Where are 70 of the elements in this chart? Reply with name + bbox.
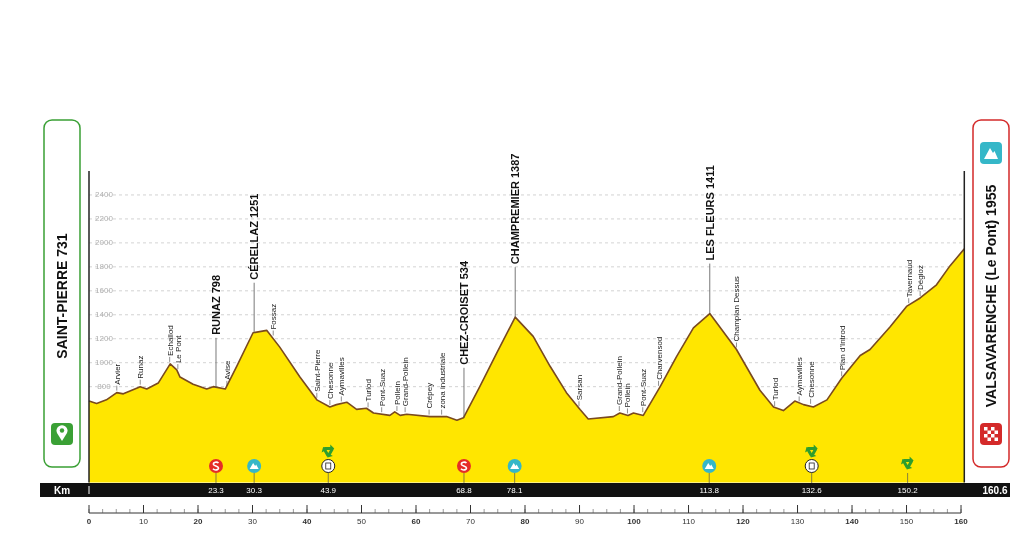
x-tick-label: 160 bbox=[954, 517, 969, 526]
annotation: CÉRELLAZ 1251 bbox=[248, 193, 261, 280]
annotation: Turlod bbox=[364, 379, 374, 402]
annotation: LES FLEURS 1411 bbox=[703, 165, 716, 261]
x-tick-label: 100 bbox=[627, 517, 642, 526]
y-tick-label: 1200 bbox=[95, 333, 114, 343]
annotation: zona industriale bbox=[437, 352, 447, 409]
annotation: Saint-Pierre bbox=[312, 349, 322, 392]
annotation: Champlan Dessus bbox=[732, 276, 742, 342]
annotation: Tavernaud bbox=[904, 259, 914, 298]
x-tick-label: 120 bbox=[736, 517, 751, 526]
annotation: Aymavilles bbox=[337, 357, 347, 396]
text: Km bbox=[53, 484, 71, 496]
y-tick-label: 1600 bbox=[95, 285, 114, 295]
annotation: Echallod bbox=[165, 325, 175, 356]
annotation: RUNAZ 798 bbox=[209, 274, 222, 335]
x-tick-label: 130 bbox=[790, 517, 805, 526]
annotation: Grand-Pollein bbox=[615, 356, 625, 406]
x-tick-label: 110 bbox=[682, 517, 696, 526]
annotation: Sarsan bbox=[574, 374, 584, 401]
text: 160.6 bbox=[982, 484, 1008, 496]
y-tick-label: 1400 bbox=[95, 309, 114, 319]
text: SAINT-PIERRE 731 bbox=[54, 233, 70, 359]
x-tick-label: 60 bbox=[411, 517, 422, 526]
annotation: Pollein bbox=[392, 381, 402, 406]
annotation: 150.2 bbox=[897, 486, 919, 496]
x-tick-label: 10 bbox=[139, 517, 149, 526]
annotation: 30.3 bbox=[246, 486, 263, 496]
annotation: 68.8 bbox=[456, 486, 473, 496]
x-tick-label: 90 bbox=[575, 517, 585, 526]
y-tick-label: 1000 bbox=[95, 357, 114, 367]
annotation: Grand-Pollein bbox=[401, 357, 411, 407]
annotation: Fossaz bbox=[269, 303, 279, 330]
x-tick-label: 0 bbox=[86, 517, 92, 526]
y-tick-label: 800 bbox=[97, 381, 112, 391]
x-tick-label: 150 bbox=[899, 517, 914, 526]
annotation: Pont-Suaz bbox=[377, 368, 387, 407]
annotation: Dégioz bbox=[916, 265, 926, 290]
annotation: 23.3 bbox=[208, 486, 225, 496]
x-tick-label: 140 bbox=[845, 517, 860, 526]
annotation: Crépey bbox=[425, 382, 435, 409]
x-tick-label: 70 bbox=[466, 517, 476, 526]
annotation: Pollein bbox=[623, 383, 633, 408]
annotation: CHEZ-CROISET 534 bbox=[457, 260, 470, 365]
annotation: Charvensod bbox=[654, 336, 664, 380]
annotation: Plan d'Introd bbox=[837, 325, 847, 371]
text: VALSAVARENCHE (Le Pont) 1955 bbox=[983, 184, 999, 408]
annotation: 132.6 bbox=[801, 486, 823, 496]
annotation: Le Pont bbox=[173, 334, 183, 364]
annotation: CHAMPREMIER 1387 bbox=[509, 153, 522, 265]
annotation: Aymavilles bbox=[795, 357, 805, 396]
annotation: Turlod bbox=[770, 377, 780, 401]
x-tick-label: 40 bbox=[302, 517, 312, 526]
x-tick-label: 80 bbox=[520, 517, 531, 526]
annotation: 113.8 bbox=[699, 486, 720, 496]
annotation: Chesonne bbox=[806, 360, 816, 398]
annotation: Pont-Suaz bbox=[638, 368, 648, 407]
y-tick-label: 2200 bbox=[95, 214, 114, 224]
annotation: 78.1 bbox=[506, 486, 523, 496]
annotation: Arvier bbox=[112, 363, 122, 385]
y-tick-label: 2000 bbox=[95, 237, 114, 247]
annotation: Chesonne bbox=[325, 362, 335, 400]
x-tick-label: 20 bbox=[193, 517, 203, 526]
annotation: Avise bbox=[222, 359, 232, 380]
annotation: Runaz bbox=[136, 355, 146, 379]
y-tick-label: 2400 bbox=[95, 190, 114, 200]
annotation: 43.9 bbox=[320, 486, 337, 496]
x-tick-label: 30 bbox=[248, 517, 258, 526]
x-tick-label: 50 bbox=[357, 517, 367, 526]
y-tick-label: 1800 bbox=[95, 261, 114, 271]
